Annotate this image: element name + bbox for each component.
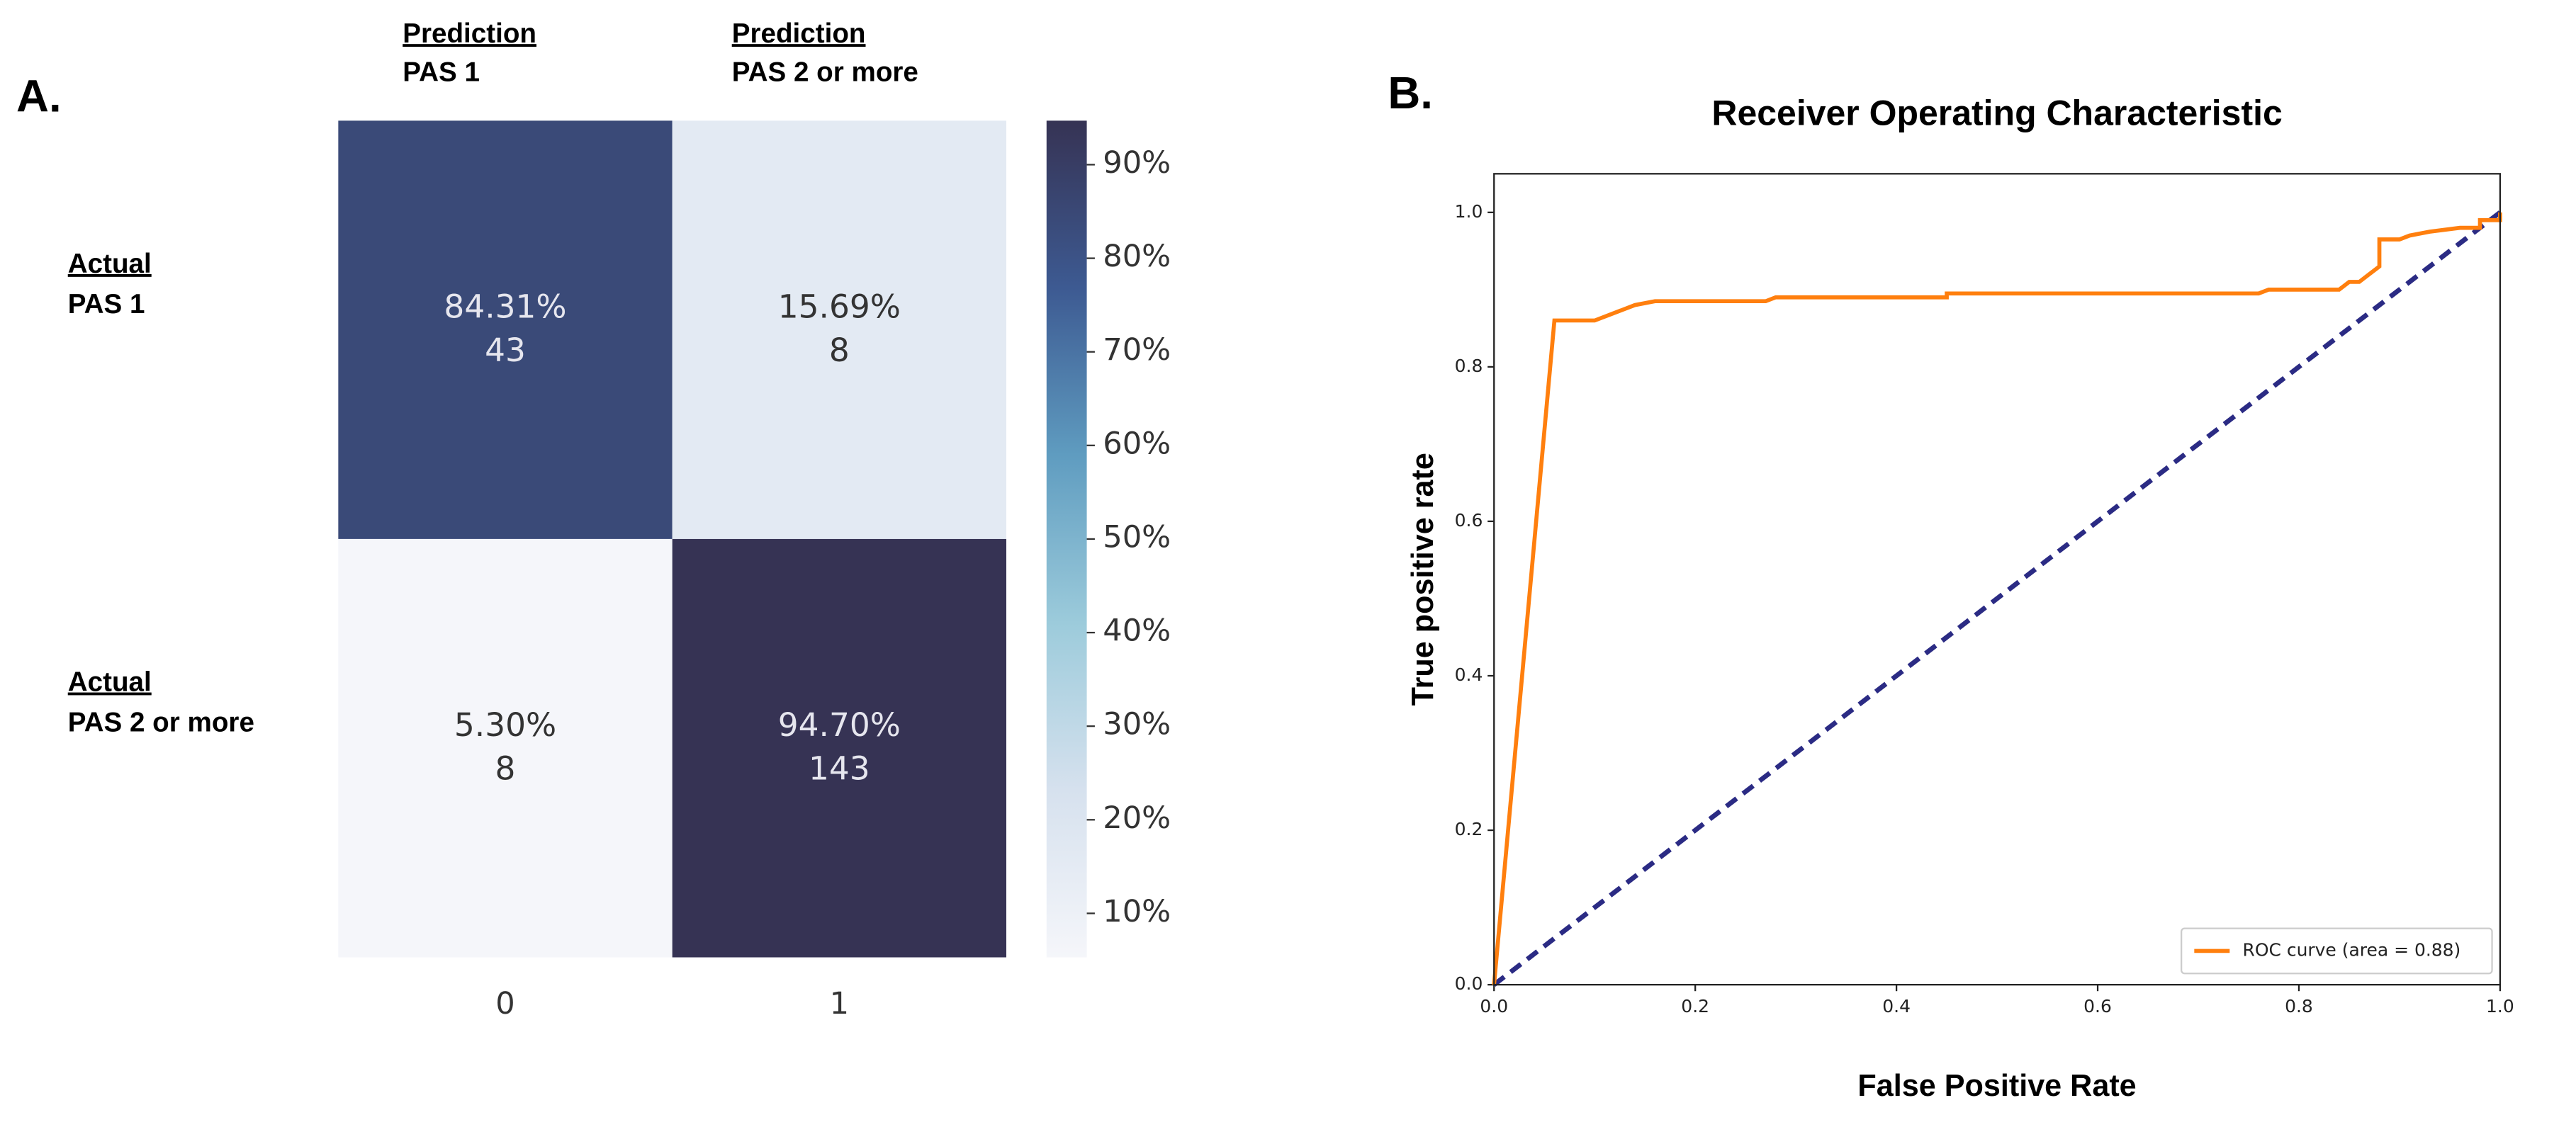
row-header-label: PAS 1	[68, 289, 145, 319]
column-header-label: PAS 1	[403, 57, 480, 88]
colorbar-tick-label: 30%	[1103, 707, 1171, 742]
colorbar-tick-label: 70%	[1103, 332, 1171, 368]
column-header-title: Prediction	[732, 18, 866, 49]
y-tick-label: 1.0	[1455, 201, 1483, 222]
heatmap-cell	[672, 538, 1006, 958]
row-header-title: Actual	[68, 667, 152, 698]
colorbar-tick-label: 80%	[1103, 239, 1171, 274]
heatmap-cell	[338, 538, 673, 958]
colorbar	[1046, 120, 1087, 958]
series-line	[1492, 212, 2502, 985]
colorbar-tick-label: 60%	[1103, 426, 1171, 461]
colorbar-tick-label: 10%	[1103, 894, 1171, 929]
colorbar-tick-label: 50%	[1103, 519, 1171, 555]
cell-count-label: 143	[809, 750, 870, 788]
colorbar-tick-label: 90%	[1103, 145, 1171, 181]
panel-label: A.	[16, 72, 62, 122]
panel-label: B.	[1388, 68, 1433, 118]
cell-count-label: 8	[495, 750, 516, 788]
y-tick-label: 0.4	[1455, 664, 1483, 685]
colorbar-tick-label: 20%	[1103, 800, 1171, 836]
heatmap-cell	[672, 120, 1006, 539]
legend-box	[2181, 927, 2493, 975]
column-header-label: PAS 2 or more	[732, 57, 918, 88]
colorbar-tick-label: 40%	[1103, 613, 1171, 649]
chart-title: Receiver Operating Characteristic	[1711, 94, 2282, 133]
row-header-label: PAS 2 or more	[68, 707, 254, 737]
x-tick-label: 0.8	[2285, 996, 2313, 1016]
x-tick-label: 0.4	[1882, 996, 1911, 1016]
cell-count-label: 8	[829, 332, 850, 369]
x-tick-label: 1	[830, 986, 849, 1021]
y-tick-label: 0.8	[1455, 356, 1483, 376]
column-header-title: Prediction	[403, 18, 536, 49]
cell-percent-label: 15.69%	[778, 288, 901, 326]
row-header-title: Actual	[68, 249, 152, 279]
cell-percent-label: 5.30%	[454, 706, 556, 744]
y-tick-label: 0.6	[1455, 510, 1483, 531]
plot-frame	[1493, 173, 2502, 986]
cell-percent-label: 84.31%	[444, 288, 566, 326]
heatmap-cell	[338, 120, 673, 539]
x-tick-label: 1.0	[2486, 996, 2514, 1016]
y-axis-label: True positive rate	[1406, 453, 1440, 706]
x-axis-label: False Positive Rate	[1857, 1069, 2136, 1103]
x-tick-label: 0.6	[2083, 996, 2112, 1016]
series-line	[1492, 210, 2502, 987]
x-tick-label: 0.0	[1480, 996, 1508, 1016]
legend-label: ROC curve (area = 0.88)	[2242, 939, 2460, 960]
y-tick-label: 0.2	[1455, 819, 1483, 839]
cell-percent-label: 94.70%	[778, 706, 901, 744]
cell-count-label: 43	[485, 332, 526, 369]
x-tick-label: 0	[495, 986, 514, 1021]
x-tick-label: 0.2	[1681, 996, 1709, 1016]
y-tick-label: 0.0	[1455, 973, 1483, 994]
